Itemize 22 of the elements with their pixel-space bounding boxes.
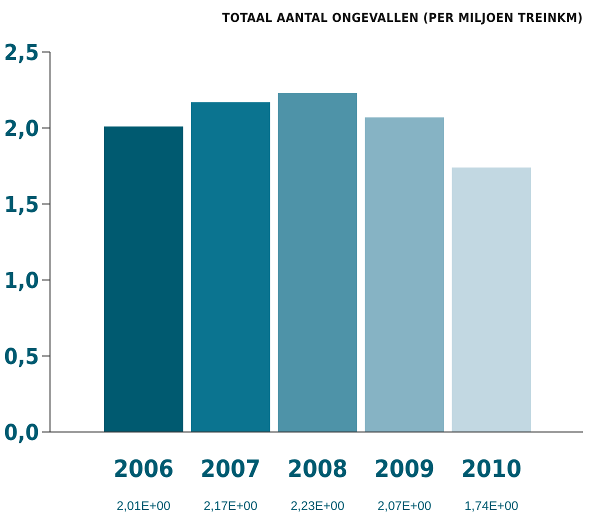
x-tick-label: 2007 — [200, 455, 261, 483]
x-tick-label: 2006 — [114, 455, 174, 483]
x-tick-label: 2010 — [461, 455, 522, 483]
y-tick-label: 0,5 — [4, 344, 39, 370]
y-tick-label: 2,5 — [4, 40, 39, 66]
y-tick-label: 1,5 — [4, 192, 39, 218]
bar — [190, 102, 270, 432]
data-label: 1,74E+00 — [464, 499, 518, 513]
bar — [452, 168, 531, 432]
data-label: 2,01E+00 — [116, 499, 171, 513]
bar — [104, 126, 184, 432]
chart-title: TOTAAL AANTAL ONGEVALLEN (PER MILJOEN TREINKM) — [222, 10, 583, 25]
x-tick-label: 2008 — [287, 455, 348, 483]
y-tick-label: 2,0 — [4, 116, 39, 142]
data-label: 2,07E+00 — [378, 499, 432, 513]
y-tick-label: 0,0 — [4, 420, 39, 446]
bar — [278, 93, 358, 432]
data-label: 2,23E+00 — [290, 499, 344, 513]
x-tick-label: 2009 — [374, 455, 435, 483]
y-tick-label: 1,0 — [4, 268, 39, 294]
bar — [364, 117, 444, 432]
data-label: 2,17E+00 — [204, 499, 258, 513]
